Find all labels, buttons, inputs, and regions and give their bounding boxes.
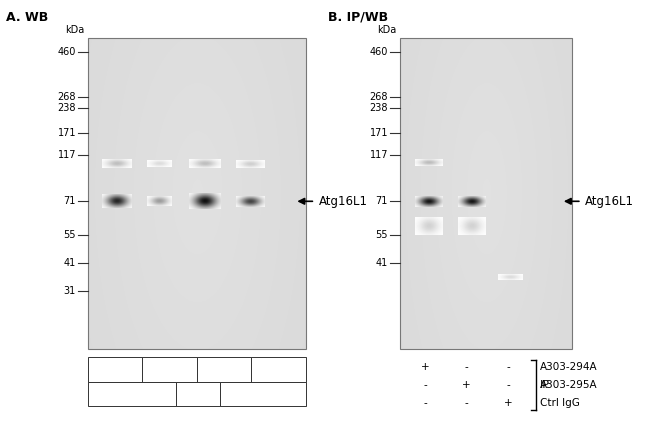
Bar xyxy=(251,357,306,382)
Text: 71: 71 xyxy=(376,196,388,206)
Text: -: - xyxy=(506,362,510,371)
Text: -: - xyxy=(424,380,428,390)
Text: +: + xyxy=(421,362,430,371)
Bar xyxy=(220,382,306,406)
Text: 50: 50 xyxy=(217,365,230,374)
Text: J: J xyxy=(261,389,264,399)
Text: Atg16L1: Atg16L1 xyxy=(585,195,634,208)
Text: 31: 31 xyxy=(64,286,76,297)
Text: IP: IP xyxy=(540,380,549,390)
Text: 171: 171 xyxy=(370,128,388,138)
Text: +: + xyxy=(462,380,471,390)
Text: kDa: kDa xyxy=(65,25,84,35)
Text: -: - xyxy=(424,398,428,408)
Text: 268: 268 xyxy=(370,92,388,102)
Text: 117: 117 xyxy=(370,150,388,159)
Text: 117: 117 xyxy=(58,150,76,159)
Text: -: - xyxy=(506,380,510,390)
Bar xyxy=(88,38,306,349)
Text: 15: 15 xyxy=(162,365,176,374)
Text: 460: 460 xyxy=(370,47,388,57)
Text: 55: 55 xyxy=(376,231,388,241)
Text: 268: 268 xyxy=(58,92,76,102)
Text: -: - xyxy=(465,398,469,408)
Text: 50: 50 xyxy=(272,365,285,374)
Text: 41: 41 xyxy=(64,258,76,269)
Text: 238: 238 xyxy=(370,103,388,113)
Text: T: T xyxy=(194,389,201,399)
Text: 50: 50 xyxy=(109,365,122,374)
Text: Ctrl IgG: Ctrl IgG xyxy=(540,398,579,408)
Text: HeLa: HeLa xyxy=(118,389,145,399)
Bar xyxy=(142,357,196,382)
Bar xyxy=(88,382,176,406)
Text: A303-294A: A303-294A xyxy=(540,362,597,371)
Text: 460: 460 xyxy=(58,47,76,57)
Text: 171: 171 xyxy=(58,128,76,138)
Text: 238: 238 xyxy=(58,103,76,113)
Text: B. IP/WB: B. IP/WB xyxy=(328,11,389,24)
Text: 41: 41 xyxy=(376,258,388,269)
Bar xyxy=(88,357,142,382)
Text: +: + xyxy=(504,398,513,408)
Text: A303-295A: A303-295A xyxy=(540,380,597,390)
Text: -: - xyxy=(465,362,469,371)
Text: 71: 71 xyxy=(64,196,76,206)
Bar xyxy=(196,357,251,382)
Text: Atg16L1: Atg16L1 xyxy=(318,195,367,208)
Bar xyxy=(400,38,572,349)
Text: A. WB: A. WB xyxy=(6,11,49,24)
Text: 55: 55 xyxy=(64,231,76,241)
Text: kDa: kDa xyxy=(377,25,396,35)
Bar xyxy=(176,382,220,406)
